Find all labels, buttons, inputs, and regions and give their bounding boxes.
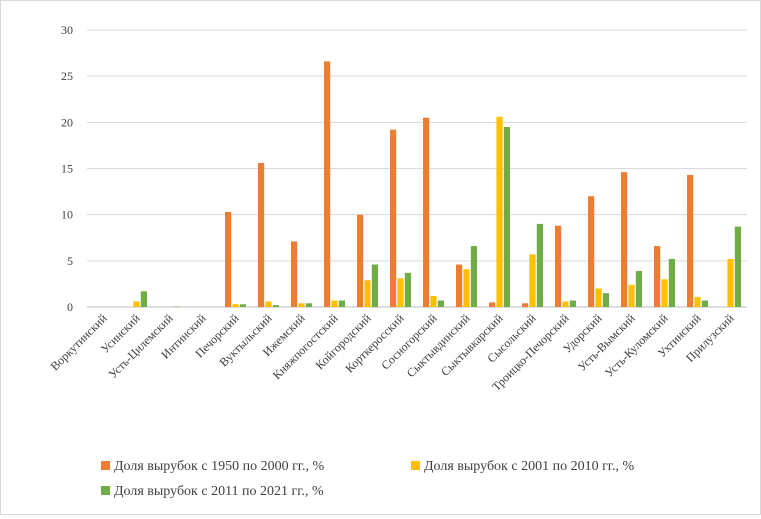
bar-2 bbox=[661, 279, 668, 307]
bar-3 bbox=[404, 272, 411, 307]
bar-2 bbox=[298, 303, 305, 307]
bar-2 bbox=[496, 116, 503, 307]
legend-swatch bbox=[411, 461, 420, 470]
bar-1 bbox=[258, 162, 265, 307]
legend: Доля вырубок с 1950 по 2000 гг., % Доля в… bbox=[101, 459, 634, 499]
bar-1 bbox=[588, 196, 595, 307]
bar-2 bbox=[397, 278, 404, 307]
legend-swatch bbox=[101, 486, 110, 495]
bar-2 bbox=[562, 301, 569, 307]
bar-3 bbox=[173, 306, 180, 308]
bar-3 bbox=[305, 303, 312, 307]
y-tick-label: 5 bbox=[67, 254, 73, 268]
bar-2 bbox=[331, 300, 338, 307]
bar-2 bbox=[364, 280, 371, 307]
bars bbox=[133, 61, 741, 308]
bar-2 bbox=[430, 295, 437, 307]
bar-2 bbox=[595, 288, 602, 307]
bar-2 bbox=[628, 284, 635, 307]
bar-3 bbox=[734, 226, 741, 307]
bar-2 bbox=[694, 296, 701, 307]
x-axis-category-labels: ВоркутинскийУсинскийУсть-ЦилемскийИнтинс… bbox=[48, 311, 737, 394]
bar-1 bbox=[555, 225, 562, 307]
bar-3 bbox=[569, 300, 576, 307]
bar-1 bbox=[390, 129, 397, 307]
bar-3 bbox=[272, 305, 279, 307]
bar-3 bbox=[536, 223, 543, 307]
bar-1 bbox=[357, 214, 364, 307]
legend-label: Доля вырубок с 2011 по 2021 гг., % bbox=[114, 484, 324, 499]
bar-2 bbox=[265, 301, 272, 307]
bar-2 bbox=[463, 269, 470, 307]
bar-1 bbox=[456, 264, 463, 307]
bar-3 bbox=[635, 270, 642, 307]
bar-3 bbox=[140, 291, 147, 307]
bar-3 bbox=[371, 264, 378, 307]
bar-1 bbox=[489, 302, 496, 307]
bar-3 bbox=[668, 258, 675, 307]
bar-1 bbox=[423, 117, 430, 307]
y-tick-label: 25 bbox=[61, 69, 73, 83]
bar-1 bbox=[522, 303, 529, 307]
bar-2 bbox=[232, 304, 239, 307]
y-tick-label: 0 bbox=[67, 300, 73, 314]
bar-3 bbox=[239, 304, 246, 307]
legend-label: Доля вырубок с 1950 по 2000 гг., % bbox=[114, 459, 324, 474]
y-tick-label: 15 bbox=[61, 162, 73, 176]
bar-3 bbox=[437, 300, 444, 307]
bar-3 bbox=[701, 300, 708, 307]
bar-1 bbox=[687, 174, 694, 307]
bar-3 bbox=[470, 246, 477, 307]
y-tick-label: 10 bbox=[61, 208, 73, 222]
bar-1 bbox=[324, 61, 331, 307]
y-tick-label: 20 bbox=[61, 115, 73, 129]
bar-3 bbox=[503, 126, 510, 307]
bar-1 bbox=[291, 241, 298, 307]
y-tick-label: 30 bbox=[61, 23, 73, 37]
bar-1 bbox=[621, 172, 628, 307]
y-axis-tick-labels: 0 5 10 15 20 25 30 bbox=[61, 23, 73, 314]
legend-swatch bbox=[101, 461, 110, 470]
bar-2 bbox=[529, 254, 536, 307]
bar-3 bbox=[602, 293, 609, 307]
gridlines bbox=[87, 29, 747, 308]
legend-label: Доля вырубок с 2001 по 2010 гг., % bbox=[424, 459, 634, 474]
bar-2 bbox=[727, 258, 734, 307]
bar-2 bbox=[133, 301, 140, 307]
bar-1 bbox=[225, 211, 232, 307]
bar-3 bbox=[338, 300, 345, 307]
bar-1 bbox=[654, 246, 661, 307]
